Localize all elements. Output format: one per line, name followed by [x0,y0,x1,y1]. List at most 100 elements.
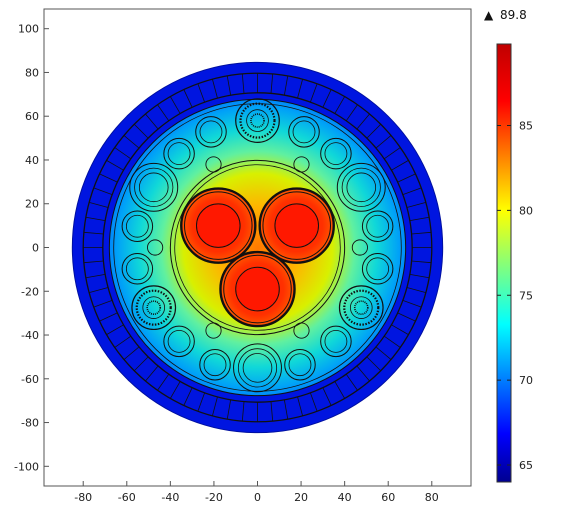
colorbar-tick-label: 80 [519,204,533,217]
y-tick-label: 20 [25,198,39,211]
armour-wire [133,356,149,372]
armour-wire [406,287,426,293]
large-auxiliary-core-ring [237,348,278,388]
armour-wire [345,104,358,122]
armour-wire [283,399,289,420]
filler-rod [205,322,222,339]
colorbar-tick-label: 65 [519,459,533,472]
armour-wire [93,187,113,195]
auxiliary-core-inner [199,120,223,144]
armour-wire [157,373,170,391]
auxiliary-core [361,253,394,285]
auxiliary-core [163,137,195,170]
y-tick-label: -100 [14,460,39,473]
cable-cross-section [71,61,444,434]
armour-wire [93,300,113,308]
x-tick-label: 20 [294,491,308,504]
armour-wire [383,147,401,160]
y-tick-label: -20 [21,285,39,298]
large-auxiliary-core-ring [341,167,381,207]
armour-wire [397,312,416,322]
fiber-optic-fibers [146,300,162,316]
y-tick-label: -60 [21,373,39,386]
auxiliary-core-inner [366,214,390,238]
armour-wire [366,123,382,139]
armour-wire [409,216,430,222]
armour-wire [322,387,332,406]
auxiliary-core [195,116,227,148]
filler-rod [351,239,368,256]
armour-wire [99,312,118,322]
armour-wire [85,216,106,222]
armour-wire [212,396,218,416]
x-tick-label: -20 [205,491,223,504]
auxiliary-core [163,325,195,358]
auxiliary-core-inner [288,353,312,377]
armour-wire [133,123,149,139]
armour-wire [183,387,193,406]
large-auxiliary-core [129,162,179,212]
auxiliary-core-inner [167,329,191,353]
auxiliary-core-inner [292,120,316,144]
filler-rod [293,156,310,173]
armour-wire [322,89,332,108]
x-tick-label: 40 [338,491,352,504]
auxiliary-core [121,253,154,285]
power-core-screen [262,191,331,260]
fiber-optic-tube [246,109,269,132]
large-auxiliary-core-inner [138,172,169,203]
armour-wire [145,365,159,382]
large-auxiliary-core [336,162,386,212]
large-auxiliary-core-ring [134,167,174,207]
inner-bedding-ring [174,164,341,331]
armour-wire [89,287,109,293]
max-marker-icon: ▲ [484,8,494,22]
y-tick-label: -40 [21,329,39,342]
auxiliary-core-inner [324,142,348,166]
x-tick-label: -60 [118,491,136,504]
armour-wire [145,113,159,130]
armour-wire [114,335,132,348]
armour-wire [270,401,274,422]
auxiliary-core-inner [203,353,227,377]
armour-wire [212,79,218,99]
colorbar [496,43,512,483]
armour-wire [226,75,232,96]
armour-wire [89,202,109,208]
armour-wire [356,113,370,130]
armour-wire [406,202,426,208]
filler-rod [205,156,222,173]
power-core-conductor [196,203,241,248]
y-tick-label: 60 [25,110,39,123]
x-tick-label: 60 [381,491,395,504]
armour-wire [241,73,245,94]
x-tick-label: -40 [161,491,179,504]
armour-wire [197,392,205,412]
auxiliary-core-inner [167,142,191,166]
y-axis: 100 80 60 40 20 0 -20 -40 -60 -80 -100 [14,23,49,473]
armour-wire [391,160,409,171]
fiber-optic-fibers [353,300,369,316]
auxiliary-core-inner [366,257,390,281]
armour-wire [106,160,124,171]
auxiliary-core-inner [324,329,348,353]
fiber-optic-armour [239,102,276,139]
x-tick-label: 0 [254,491,261,504]
armour-wire [114,147,132,160]
auxiliary-core [199,348,231,381]
armour-wire [409,273,430,279]
armour-wire [345,373,358,391]
fiber-optic-unit [338,285,384,331]
fiber-optic-fibers [250,113,265,128]
power-core-conductor [235,266,280,312]
armour-wire [366,356,382,372]
filler-rod [293,322,310,339]
armour-wire [402,187,422,195]
armour-wire [310,83,318,103]
colorbar-tick-label: 70 [519,374,533,387]
auxiliary-core-inner [125,214,149,238]
max-value-label: 89.8 [500,8,527,22]
armour-wire [402,300,422,308]
y-tick-label: 40 [25,154,39,167]
